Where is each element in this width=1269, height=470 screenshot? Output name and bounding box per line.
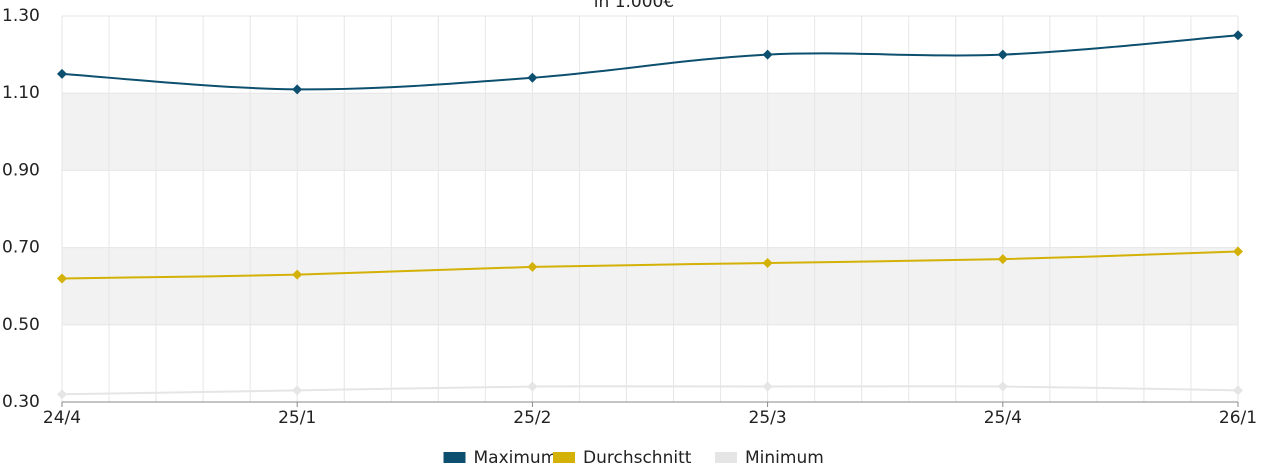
point [762,258,773,269]
legend-label: Maximum [474,448,558,468]
point [997,49,1008,60]
point [57,68,67,79]
series-line [61,250,1239,280]
point [1233,30,1243,41]
x-tick-label: 25/3 [749,408,787,428]
point [997,254,1008,265]
point [57,389,67,400]
legend-swatch [553,452,575,463]
point [57,273,67,284]
x-tick-label: 25/1 [278,408,316,428]
band [62,93,1238,171]
y-tick-label: 1.30 [2,6,40,26]
point [527,261,538,272]
y-tick-label: 1.10 [2,83,40,103]
point [1233,385,1243,396]
y-tick-label: 0.90 [2,160,40,180]
x-tick-label: 25/4 [984,408,1022,428]
point [762,49,773,60]
y-tick-label: 0.30 [2,392,40,412]
y-tick-label: 0.70 [2,238,40,258]
point [292,269,303,280]
band [62,247,1238,325]
x-tick-label: 26/1 [1219,408,1257,428]
x-tick-label: 24/4 [43,408,81,428]
point [292,84,303,95]
legend-label: Durchschnitt [583,448,692,468]
point [292,385,303,396]
point [527,381,538,392]
point [997,381,1008,392]
y-tick-label: 0.50 [2,315,40,335]
x-tick-label: 25/2 [513,408,551,428]
chart-subtitle: in 1.000€ [594,0,674,12]
point [1233,246,1243,257]
series-line [61,385,1239,396]
point [762,381,773,392]
legend-swatch [443,452,466,463]
point [527,72,538,83]
bands [62,93,1238,325]
series-line [61,34,1239,91]
legend-swatch [715,452,737,463]
legend-label: Minimum [745,448,824,468]
